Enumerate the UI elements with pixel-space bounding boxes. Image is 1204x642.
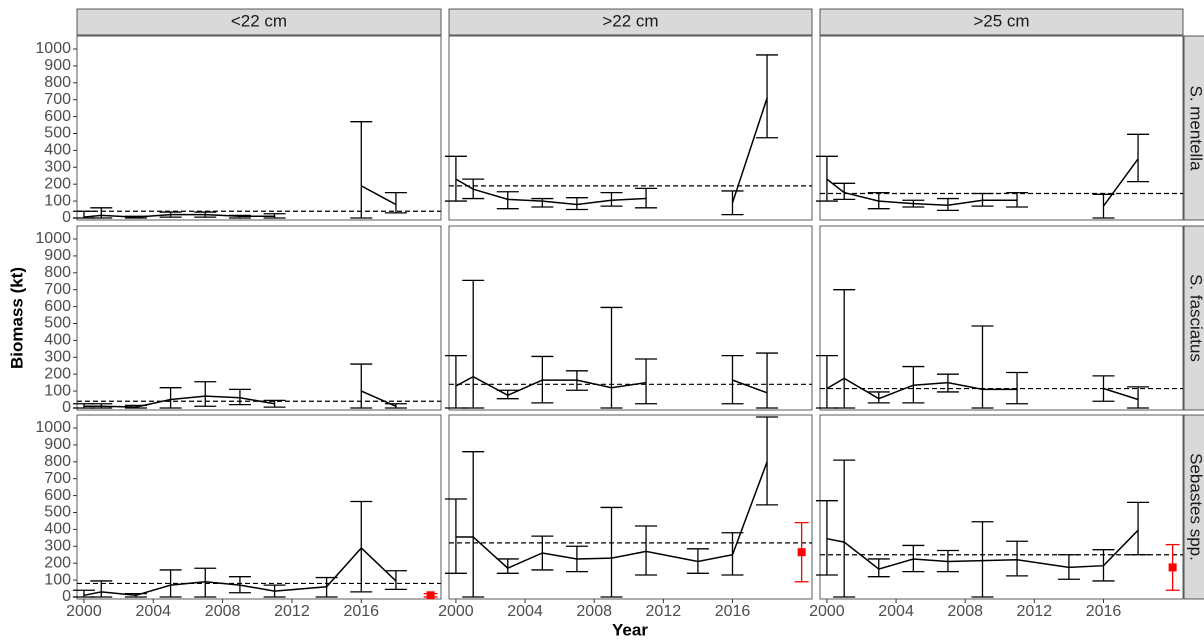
y-tick-label: 900 [44, 57, 71, 74]
y-tick-label: 200 [44, 554, 71, 571]
column-strip [76, 8, 442, 36]
x-tick-label: 2004 [135, 603, 171, 620]
row-strip [1183, 35, 1204, 221]
strip-label: S. mentella [1187, 85, 1204, 171]
x-tick-label: 2000 [809, 603, 845, 620]
y-tick-label: 900 [44, 436, 71, 453]
panel [819, 225, 1184, 411]
estimate-point [797, 548, 806, 557]
x-tick-label: 2000 [66, 603, 102, 620]
panel [819, 414, 1184, 600]
strip-label: >22 cm [602, 11, 658, 30]
y-tick-label: 800 [44, 453, 71, 470]
y-tick-label: 100 [44, 571, 71, 588]
x-tick-label: 2012 [646, 603, 682, 620]
panel [76, 414, 442, 600]
x-tick-label: 2004 [878, 603, 914, 620]
series-line [826, 529, 1139, 570]
strip-label: Sebastes spp. [1187, 453, 1204, 561]
y-tick-label: 1000 [35, 419, 71, 436]
y-axis-title: Biomass (kt) [7, 267, 26, 369]
y-tick-label: 1000 [35, 40, 71, 57]
y-tick-label: 800 [44, 264, 71, 281]
row-strip [1183, 414, 1204, 600]
x-tick-label: 2016 [1086, 603, 1122, 620]
x-axis-title: Year [612, 620, 648, 639]
panel [448, 35, 813, 221]
y-tick-label: 200 [44, 365, 71, 382]
y-tick-label: 500 [44, 504, 71, 521]
strip-label: <22 cm [231, 11, 287, 30]
y-tick-label: 700 [44, 281, 71, 298]
row-strip [1183, 225, 1204, 411]
y-tick-label: 600 [44, 487, 71, 504]
y-tick-label: 500 [44, 315, 71, 332]
y-tick-label: 700 [44, 91, 71, 108]
column-strip [819, 8, 1184, 36]
y-tick-label: 400 [44, 142, 71, 159]
y-tick-label: 200 [44, 175, 71, 192]
y-tick-label: 0 [62, 588, 71, 605]
y-tick-label: 900 [44, 247, 71, 264]
x-tick-label: 2000 [438, 603, 474, 620]
y-tick-label: 300 [44, 159, 71, 176]
y-tick-label: 0 [62, 399, 71, 416]
series-line [83, 546, 397, 597]
estimate-point [1168, 563, 1177, 572]
strip-label: >25 cm [973, 11, 1029, 30]
x-tick-label: 2008 [947, 603, 983, 620]
series-line [455, 461, 768, 570]
panel [76, 225, 442, 411]
y-tick-label: 300 [44, 349, 71, 366]
panel [448, 225, 813, 411]
y-tick-label: 100 [44, 382, 71, 399]
x-tick-label: 2012 [274, 603, 310, 620]
y-tick-label: 400 [44, 521, 71, 538]
panel [76, 35, 442, 221]
estimate-point [426, 591, 435, 600]
y-tick-label: 700 [44, 470, 71, 487]
x-tick-label: 2008 [205, 603, 241, 620]
y-tick-label: 600 [44, 298, 71, 315]
y-tick-label: 1000 [35, 230, 71, 247]
y-tick-label: 500 [44, 125, 71, 142]
y-tick-label: 600 [44, 108, 71, 125]
x-tick-label: 2008 [576, 603, 612, 620]
x-tick-label: 2004 [507, 603, 543, 620]
x-tick-label: 2016 [343, 603, 379, 620]
y-tick-label: 800 [44, 74, 71, 91]
x-tick-label: 2012 [1017, 603, 1053, 620]
column-strip [448, 8, 813, 36]
strip-label: S. fasciatus [1187, 274, 1204, 362]
panel [448, 414, 813, 600]
y-tick-label: 300 [44, 538, 71, 555]
y-tick-label: 100 [44, 192, 71, 209]
y-tick-label: 400 [44, 332, 71, 349]
panel [819, 35, 1184, 221]
y-tick-label: 0 [62, 209, 71, 226]
x-tick-label: 2016 [715, 603, 751, 620]
